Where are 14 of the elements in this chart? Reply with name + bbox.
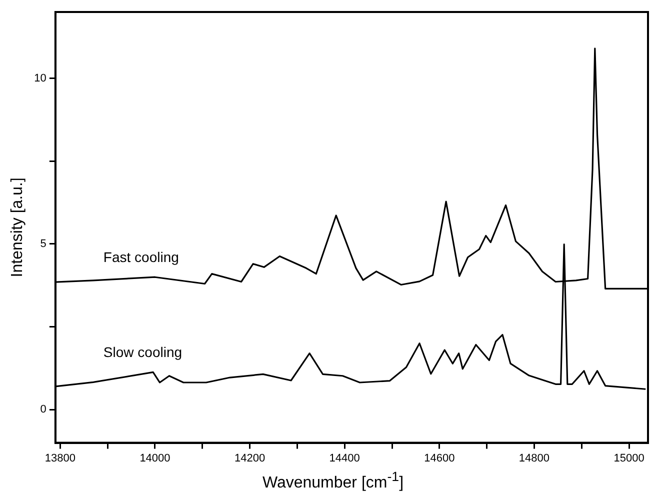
x-tick-label: 15000 [614, 452, 644, 464]
x-tick-label: 14400 [329, 452, 360, 464]
x-tick-label: 14200 [234, 452, 266, 464]
y-tick-label: 5 [40, 238, 46, 250]
y-axis-title: Intensity [a.u.] [9, 178, 26, 278]
x-tick-label: 13800 [44, 452, 76, 464]
x-tick-label: 14800 [518, 452, 550, 464]
series-label: Fast cooling [103, 248, 179, 265]
y-tick-label: 0 [40, 404, 46, 416]
series-label: Slow cooling [103, 344, 182, 360]
x-tick-label: 14000 [140, 452, 170, 464]
x-axis-title: Wavenumber [cm$^{-1}$] [261, 468, 405, 492]
y-tick-label: 10 [34, 72, 46, 84]
x-tick-label: 14600 [424, 452, 455, 464]
